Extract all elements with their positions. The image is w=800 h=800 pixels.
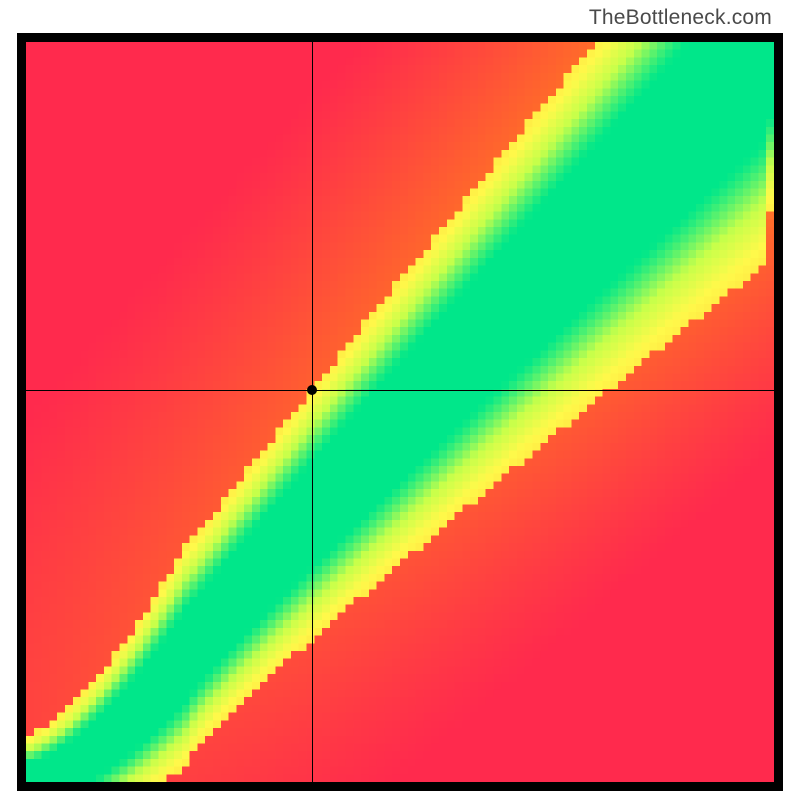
chart-frame (17, 33, 783, 791)
watermark-text: TheBottleneck.com (589, 6, 772, 30)
heatmap-canvas (26, 42, 774, 782)
crosshair-horizontal (26, 390, 774, 391)
page-root: TheBottleneck.com (0, 0, 800, 800)
crosshair-marker (307, 385, 317, 395)
crosshair-vertical (312, 42, 313, 782)
